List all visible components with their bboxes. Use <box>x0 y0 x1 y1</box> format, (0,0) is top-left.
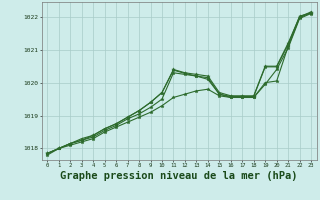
X-axis label: Graphe pression niveau de la mer (hPa): Graphe pression niveau de la mer (hPa) <box>60 171 298 181</box>
